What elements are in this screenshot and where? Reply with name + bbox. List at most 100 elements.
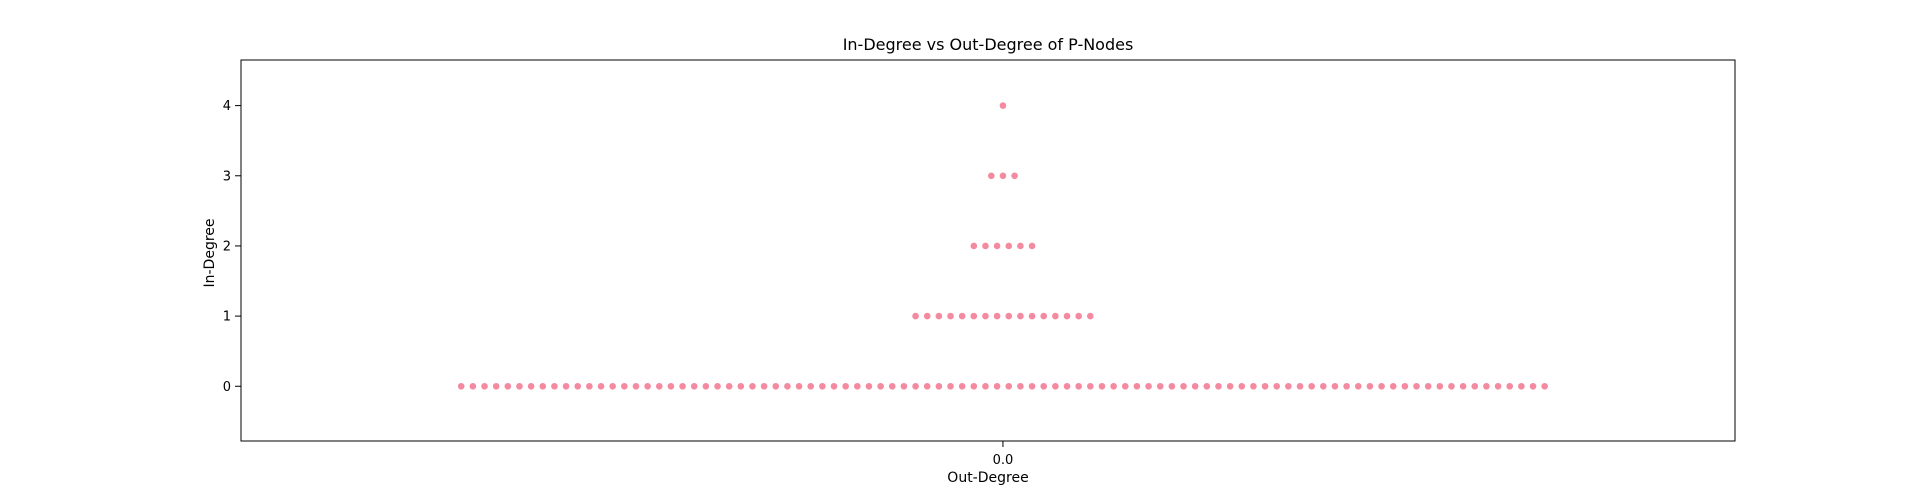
data-point — [1086, 382, 1095, 391]
data-point — [1331, 382, 1339, 391]
data-point — [923, 312, 932, 321]
data-point — [1191, 382, 1200, 391]
data-point — [1237, 382, 1246, 391]
data-point — [1167, 382, 1176, 391]
data-point — [503, 382, 512, 391]
data-point — [480, 382, 489, 391]
data-point — [538, 382, 547, 391]
data-point — [1354, 382, 1363, 391]
data-point — [830, 382, 838, 391]
data-point — [1039, 382, 1048, 391]
data-point — [1540, 382, 1549, 391]
data-point — [1179, 382, 1188, 391]
data-point — [1144, 382, 1153, 391]
data-point — [987, 171, 996, 180]
data-point — [725, 382, 734, 391]
data-point — [1086, 312, 1095, 321]
data-point — [969, 242, 978, 250]
data-point — [515, 382, 524, 391]
data-point — [993, 382, 1002, 391]
data-point — [760, 382, 769, 391]
data-point — [1482, 382, 1491, 391]
data-point — [597, 382, 605, 391]
data-point — [876, 382, 885, 391]
data-point — [608, 382, 617, 391]
data-point — [1494, 382, 1502, 391]
data-point — [993, 312, 1002, 321]
data-point — [632, 382, 640, 391]
data-point — [1156, 382, 1165, 391]
data-point — [1377, 382, 1386, 391]
data-point — [1447, 382, 1456, 391]
y-tick-label: 3 — [223, 169, 231, 184]
data-point — [1424, 382, 1433, 391]
data-point — [667, 382, 675, 391]
data-point — [1074, 312, 1083, 321]
data-point — [1004, 312, 1013, 321]
data-point — [865, 382, 873, 391]
data-point — [946, 382, 955, 391]
x-axis-label: Out-Degree — [947, 470, 1028, 486]
data-point — [1412, 382, 1421, 391]
data-point — [981, 312, 990, 321]
data-point — [1063, 382, 1071, 391]
data-point — [1342, 382, 1351, 391]
data-point — [853, 382, 862, 391]
data-point — [958, 312, 967, 321]
data-point — [1284, 382, 1293, 391]
data-point — [1307, 382, 1316, 391]
y-axis: 0 1 2 3 4 — [223, 99, 241, 395]
data-point — [993, 242, 1002, 250]
data-point — [1517, 382, 1526, 391]
data-point — [934, 382, 943, 391]
data-point — [1133, 382, 1141, 391]
data-point — [550, 382, 559, 391]
data-point — [969, 382, 978, 391]
data-point — [999, 101, 1007, 110]
data-point — [457, 382, 466, 391]
data-point — [999, 171, 1007, 180]
data-point — [1319, 382, 1328, 391]
data-point — [934, 312, 943, 321]
y-tick-label: 2 — [223, 239, 231, 254]
data-point — [1004, 382, 1013, 391]
data-point — [1366, 382, 1374, 391]
data-point — [771, 382, 780, 391]
data-point — [585, 382, 594, 391]
data-point — [958, 382, 967, 391]
data-point — [806, 382, 815, 391]
data-point — [1109, 382, 1118, 391]
data-point — [1063, 312, 1071, 321]
x-axis: 0.0 — [993, 441, 1013, 468]
data-point — [969, 312, 978, 321]
data-point — [1016, 382, 1025, 391]
data-point — [1214, 382, 1223, 391]
data-point — [946, 312, 955, 321]
data-point — [1261, 382, 1269, 391]
data-point — [690, 382, 699, 391]
data-point — [841, 382, 850, 391]
data-point — [1249, 382, 1258, 391]
data-point — [1016, 242, 1025, 250]
data-point — [888, 382, 897, 391]
data-points — [457, 101, 1549, 391]
data-point — [1400, 382, 1409, 391]
data-point — [900, 382, 908, 391]
data-point — [1074, 382, 1083, 391]
data-point — [748, 382, 757, 391]
data-point — [1389, 382, 1398, 391]
y-tick-label: 4 — [223, 99, 231, 114]
data-point — [527, 382, 536, 391]
data-point — [643, 382, 652, 391]
data-point — [1226, 382, 1235, 391]
data-point — [620, 382, 629, 391]
data-point — [1028, 382, 1036, 391]
data-point — [678, 382, 687, 391]
data-point — [923, 382, 932, 391]
data-point — [981, 242, 990, 250]
data-point — [1051, 382, 1060, 391]
y-tick-label: 0 — [223, 380, 231, 395]
data-point — [1028, 242, 1036, 250]
data-point — [1028, 312, 1036, 321]
data-point — [1272, 382, 1281, 391]
